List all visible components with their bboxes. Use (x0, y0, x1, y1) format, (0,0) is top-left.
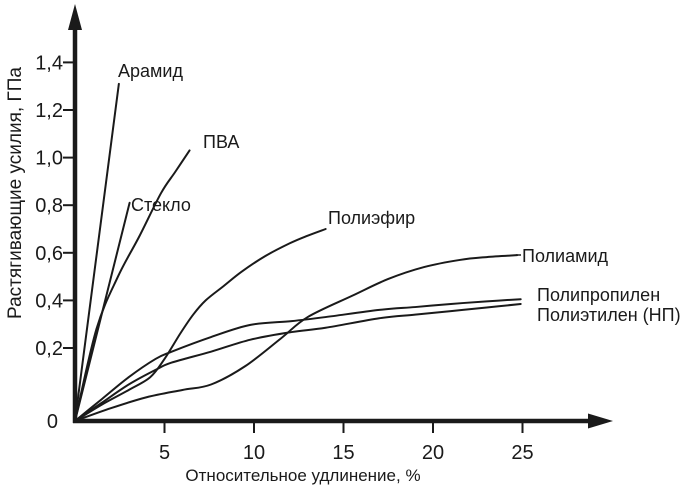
x-tick-label: 20 (422, 442, 444, 464)
y-axis-arrow-icon (68, 4, 82, 30)
ticks-group: 5 10 15 20 25 0 0,2 0,4 0,6 0,8 1,0 1,2 1,4 (35, 52, 533, 464)
y-tick-label: 1,0 (35, 148, 63, 170)
y-tick-label: 1,2 (35, 100, 63, 122)
curve-polyethylene-np (74, 302, 522, 422)
curve-label-aramid: Арамид (118, 61, 183, 81)
x-axis-arrow-icon (588, 413, 613, 429)
y-tick-label: 0,4 (35, 290, 63, 312)
x-tick-label: 10 (243, 442, 265, 464)
curve-polyester (74, 228, 327, 422)
curve-aramid (74, 82, 120, 422)
x-tick-label: 5 (159, 442, 170, 464)
curve-pva (74, 149, 191, 422)
curve-polypropylene (74, 298, 522, 422)
y-axis-title: Растягивающие усилия, ГПа (5, 67, 26, 319)
y-tick-label: 0,2 (35, 338, 63, 360)
x-tick-label: 15 (332, 442, 354, 464)
x-axis-title: Относительное удлинение, % (185, 466, 420, 485)
curves-group (74, 82, 522, 422)
curve-polyamide (74, 254, 519, 422)
curve-label-glass: Стекло (131, 195, 191, 215)
x-tick-label: 25 (511, 442, 533, 464)
curve-label-polypropylene: Полипропилен (537, 285, 660, 305)
curve-label-polyethylene-np: Полиэтилен (НП) (537, 305, 681, 325)
y-tick-label: 1,4 (35, 52, 63, 74)
y-tick-label: 0 (47, 411, 58, 433)
curve-label-polyamide: Полиамид (522, 246, 609, 266)
curve-label-pva: ПВА (203, 132, 239, 152)
curve-labels-group: Арамид Стекло ПВА Полиэфир Полиамид Полипропи… (118, 61, 681, 325)
y-tick-label: 0,6 (35, 243, 63, 265)
curve-label-polyester: Полиэфир (328, 208, 415, 228)
y-tick-label: 0,8 (35, 195, 63, 217)
